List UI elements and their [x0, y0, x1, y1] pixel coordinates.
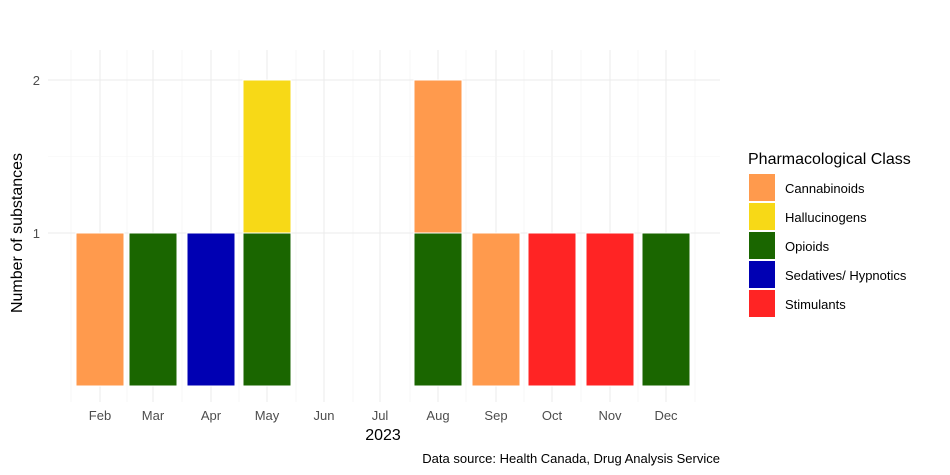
legend-title: Pharmacological Class	[748, 151, 911, 168]
legend: Pharmacological Class Cannabinoids Halluc…	[748, 151, 911, 317]
x-tick-label: Nov	[598, 408, 622, 423]
data-source-caption: Data source: Health Canada, Drug Analysi…	[422, 451, 720, 466]
bar-may-opioids	[242, 232, 292, 387]
y-tick-labels: 12	[33, 73, 40, 241]
x-axis-title: 2023	[365, 427, 401, 444]
x-tick-label: Sep	[484, 408, 507, 423]
bar-aug-opioids	[413, 232, 463, 387]
x-tick-label: Feb	[89, 408, 111, 423]
legend-label: Hallucinogens	[785, 210, 867, 225]
bar-sep-cannabinoids	[471, 232, 521, 387]
legend-swatch	[749, 232, 775, 259]
bar-feb-cannabinoids	[75, 232, 125, 387]
bar-may-hallucinogens	[242, 79, 292, 234]
x-tick-label: Oct	[542, 408, 563, 423]
x-tick-label: Jul	[372, 408, 389, 423]
legend-label: Stimulants	[785, 297, 846, 312]
y-axis-title: Number of substances	[9, 153, 26, 313]
y-tick-label: 1	[33, 226, 40, 241]
bar-mar-opioids	[128, 232, 178, 387]
x-tick-label: Apr	[201, 408, 222, 423]
bar-oct-stimulants	[527, 232, 577, 387]
bar-aug-cannabinoids	[413, 79, 463, 234]
x-tick-label: Jun	[314, 408, 335, 423]
legend-swatch	[749, 290, 775, 317]
y-tick-label: 2	[33, 73, 40, 88]
legend-swatch	[749, 203, 775, 230]
bars	[75, 79, 691, 387]
legend-swatch	[749, 261, 775, 288]
x-tick-labels: Feb Mar Apr May Jun Jul Aug Sep Oct Nov Dec	[89, 408, 678, 423]
x-tick-label: May	[255, 408, 280, 423]
legend-swatch	[749, 174, 775, 201]
bar-nov-stimulants	[585, 232, 635, 387]
legend-label: Sedatives/ Hypnotics	[785, 268, 907, 283]
bar-dec-opioids	[641, 232, 691, 387]
legend-label: Opioids	[785, 239, 830, 254]
x-tick-label: Dec	[654, 408, 678, 423]
bar-apr-sedatives-hypnotics	[186, 232, 236, 387]
x-tick-label: Mar	[142, 408, 165, 423]
legend-label: Cannabinoids	[785, 181, 865, 196]
x-tick-label: Aug	[426, 408, 449, 423]
